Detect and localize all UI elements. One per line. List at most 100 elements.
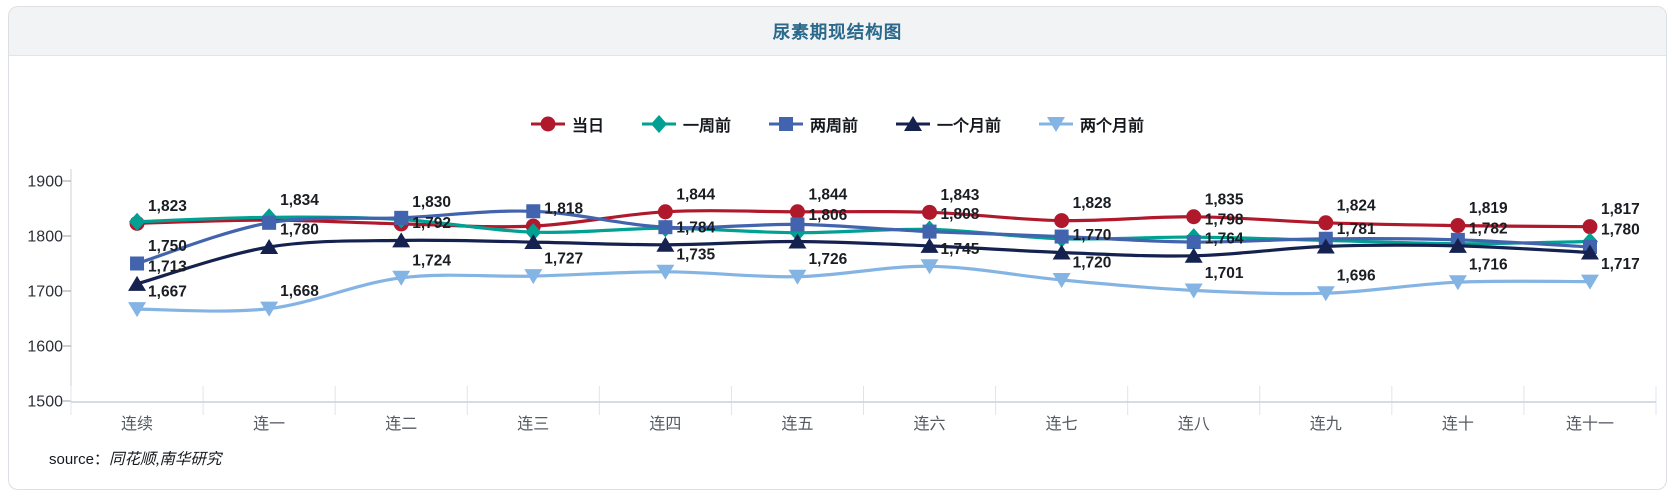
data-label: 1,817 [1601,201,1640,218]
legend-label: 当日 [571,118,604,135]
data-point-triangle-up [1580,244,1599,260]
y-tick-label: 1500 [27,394,63,411]
data-label: 1,701 [1205,265,1244,282]
data-point-triangle-down [1184,283,1203,299]
data-point-square [778,117,793,131]
x-tick-label: 连七 [1046,415,1078,433]
legend-item-两周前[interactable]: 两周前 [768,112,858,136]
data-point-triangle-up [260,239,279,254]
data-label: 1,782 [1469,220,1508,237]
legend-triangle-up-icon [896,116,930,131]
data-label: 1,716 [1469,257,1508,274]
data-point-square [526,204,541,219]
series-line [137,209,1591,229]
series-两周前 [130,204,1597,271]
data-label: 1,819 [1469,200,1508,217]
data-point-triangle-up [392,232,411,248]
data-point-triangle-up [128,275,147,291]
data-label: 1,750 [148,238,187,255]
data-point-triangle-up [788,233,807,249]
data-point-triangle-up [656,236,675,252]
x-tick-label: 连八 [1178,415,1210,433]
data-label: 1,713 [148,258,187,275]
data-point-circle [1054,213,1070,229]
legend-label: 两个月前 [1080,118,1145,135]
legend-label: 一周前 [682,118,731,135]
legend-circle-icon [530,116,565,132]
legend-item-一个月前[interactable]: 一个月前 [896,112,1001,136]
data-point-triangle-up [1448,237,1467,253]
data-point-circle [1186,209,1202,225]
data-point-triangle-up [920,237,939,253]
data-point-circle [540,116,556,132]
data-point-circle [657,204,673,220]
data-point-circle [1582,219,1598,235]
data-label: 1,667 [148,284,187,301]
data-label: 1,780 [280,222,319,239]
chart-card: 尿素期现结构图 当日 一周前 两周前 一个月前 两个月前 1900 1800 1700 160… [8,6,1667,490]
data-label: 1,844 [676,186,715,203]
data-point-circle [789,204,805,220]
data-label: 1,784 [676,219,715,236]
source-line: source：同花顺,南华研究 [49,447,221,469]
data-point-square [790,217,805,232]
series-两个月前 [128,259,1599,318]
legend-item-两个月前[interactable]: 两个月前 [1039,112,1144,136]
data-point-triangle-down [1052,273,1071,288]
series-labels-当日: 1,823 1,818 1,844 1,844 1,843 1,828 1,835 1,824… [148,186,1640,218]
data-point-triangle-down [1448,275,1467,291]
x-tick-label: 连十一 [1566,415,1614,433]
data-point-square [130,256,145,271]
series-labels-两个月前: 1,667 1,668 1,724 1,727 1,735 1,726 1,745 1,720… [148,241,1640,301]
chart-title: 尿素期现结构图 [772,21,903,42]
data-point-square [262,215,277,230]
y-tick-label: 1600 [27,339,63,356]
data-point-triangle-down [1580,274,1599,290]
data-point-circle [1450,218,1466,234]
chart-header: 尿素期现结构图 [9,7,1666,56]
data-label: 1,835 [1205,191,1244,208]
data-point-circle [1318,215,1334,231]
legend-item-一周前[interactable]: 一周前 [641,112,731,136]
data-label: 1,720 [1073,255,1112,272]
x-tick-label: 连四 [649,415,681,433]
data-label: 1,724 [412,252,451,269]
data-label: 1,717 [1601,256,1640,273]
data-label: 1,824 [1337,197,1376,214]
data-point-circle [922,204,938,220]
data-label: 1,808 [941,206,980,223]
data-point-square [658,220,673,235]
data-point-triangle-down [1047,117,1066,132]
data-point-triangle-up [1184,247,1203,263]
y-tick-label: 1900 [27,174,63,191]
data-point-square [1186,235,1201,250]
data-point-triangle-down [128,302,147,318]
data-point-triangle-down [788,269,807,285]
data-label: 1,770 [1073,227,1112,244]
legend-label: 一个月前 [937,118,1002,135]
data-point-diamond [129,212,146,231]
source-label: source： [49,451,110,468]
data-point-diamond [650,115,667,133]
legend: 当日 一周前 两周前 一个月前 两个月前 [9,107,1666,141]
series-一个月前 [128,232,1599,291]
data-label: 1,823 [148,198,187,215]
series-labels-一个月前: 1,713 1,780 1,792 1,784 1,770 1,764 1,781 1,782 [148,215,1508,275]
x-tick-label: 连五 [781,415,813,433]
data-label: 1,798 [1205,212,1244,229]
legend-item-当日[interactable]: 当日 [530,112,604,136]
data-point-triangle-down [524,269,543,285]
data-label: 1,764 [1205,230,1244,247]
data-label: 1,780 [1601,222,1640,239]
x-tick-label: 连十 [1442,415,1474,433]
source-value: 同花顺,南华研究 [109,451,222,468]
series-line [137,264,1591,313]
data-label: 1,843 [941,187,980,204]
x-tick-label: 连三 [517,415,549,433]
data-label: 1,696 [1337,268,1376,285]
data-point-triangle-up [1052,244,1071,260]
x-tick-label: 连续 [121,415,153,433]
series-labels-一周前: 1,834 1,830 1,806 1,798 [280,192,1244,229]
data-point-diamond [525,223,542,242]
data-label: 1,735 [676,246,715,263]
